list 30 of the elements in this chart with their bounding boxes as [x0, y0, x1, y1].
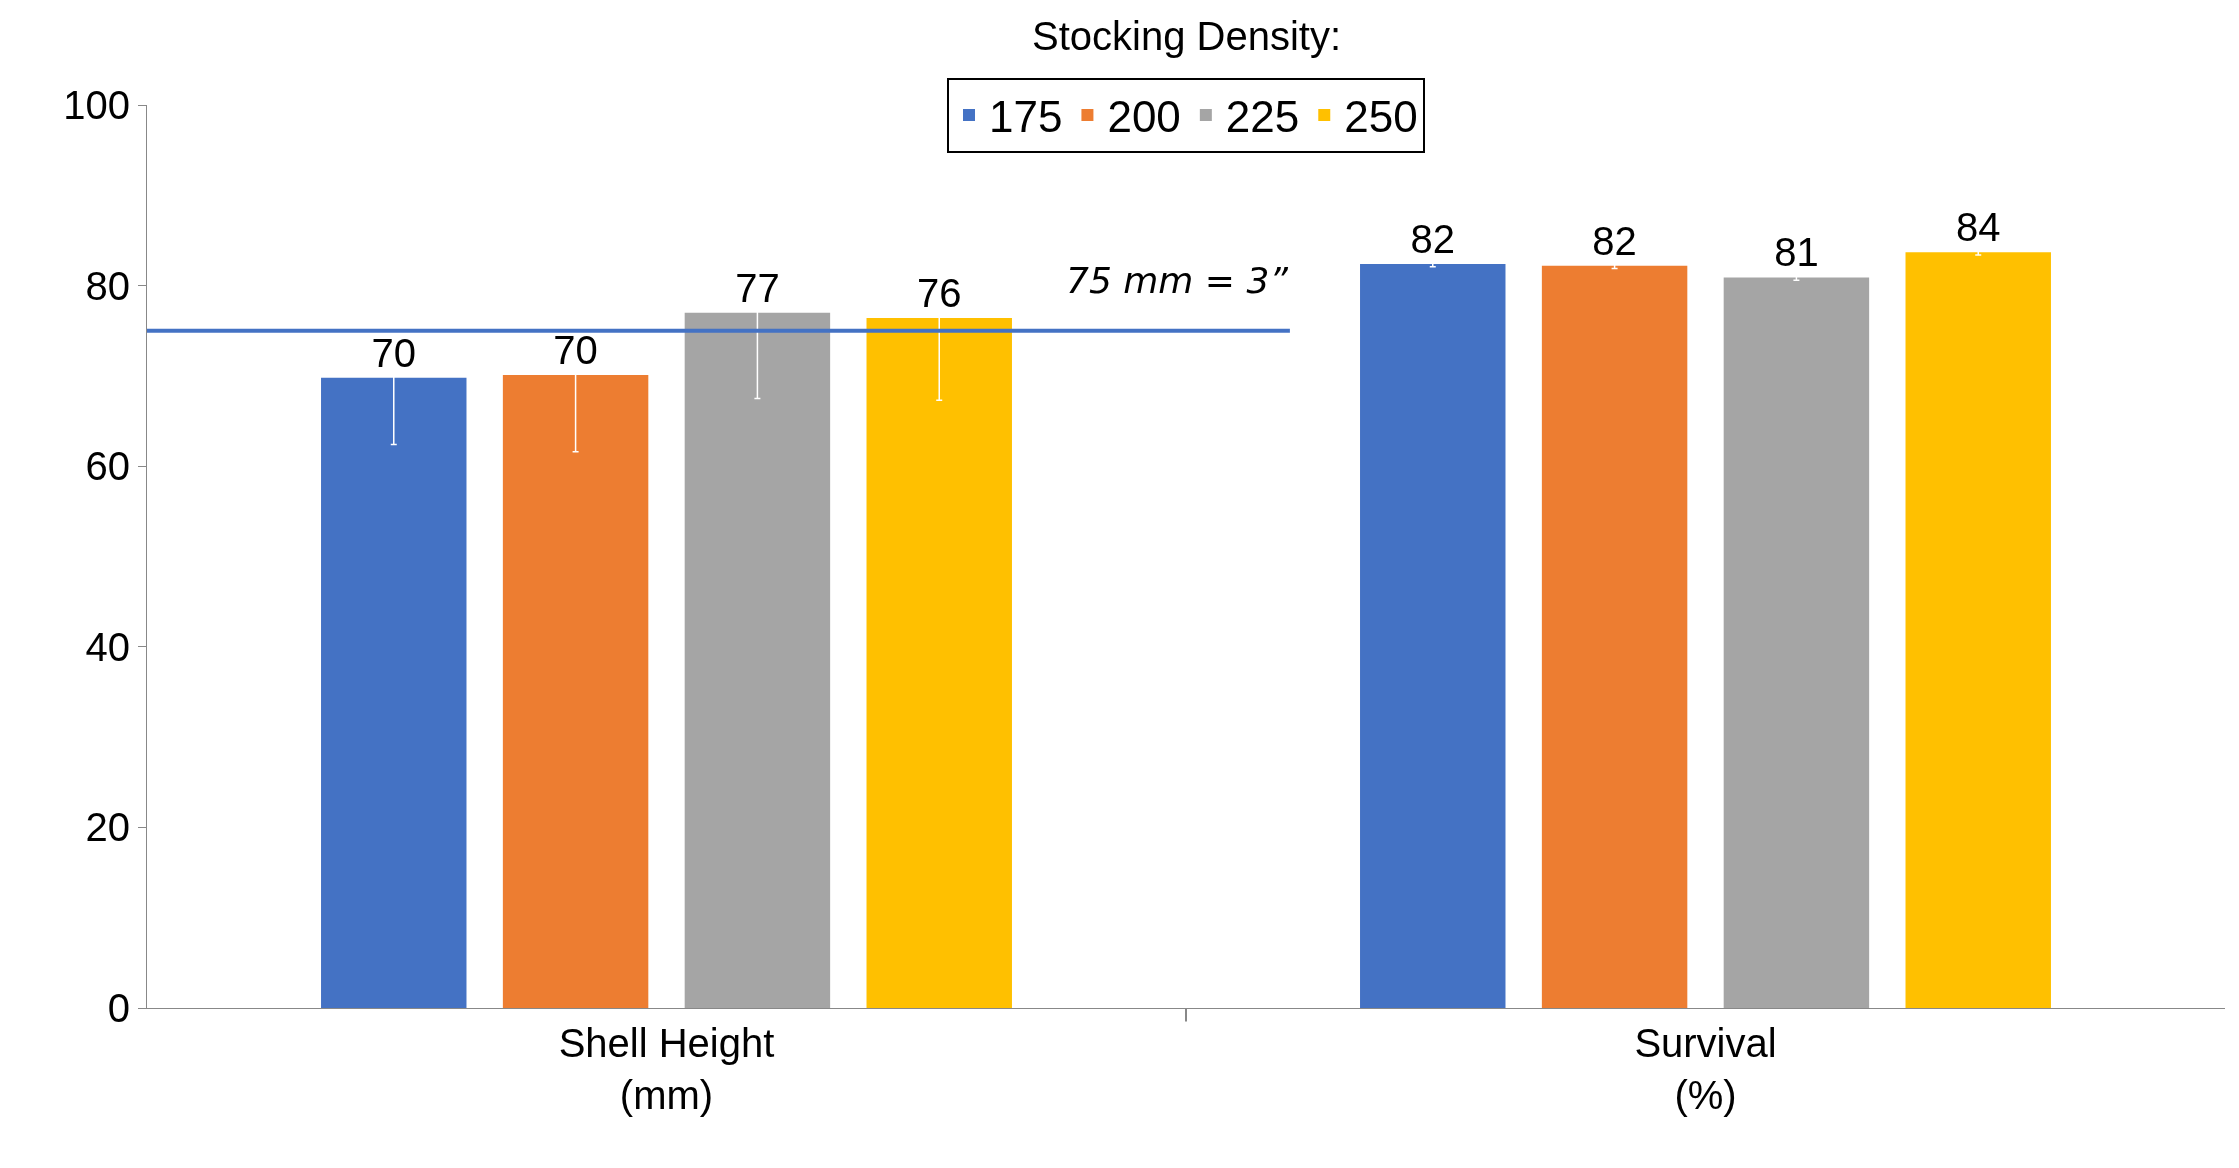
legend-label: 175: [989, 92, 1063, 142]
y-tick-label: 0: [107, 986, 130, 1030]
legend-label: 250: [1344, 92, 1418, 142]
data-label: 82: [1410, 216, 1456, 261]
y-tick-label: 80: [85, 263, 130, 308]
y-tick-label: 60: [85, 444, 130, 489]
y-tick-label: 20: [85, 805, 130, 850]
bar: [1360, 263, 1506, 1008]
legend-label: 200: [1107, 92, 1181, 142]
data-label: 76: [916, 271, 962, 316]
x-tick-label: Shell Height (mm): [558, 1021, 775, 1117]
bar: [1723, 277, 1870, 1008]
legend-title: Stocking Density:: [1032, 14, 1342, 58]
bar: [1905, 252, 2051, 1008]
bar: [1541, 265, 1688, 1008]
data-label: 81: [1774, 230, 1819, 275]
y-tick-label: 100: [63, 83, 130, 127]
legend-label: 225: [1225, 92, 1300, 142]
data-label: 70: [371, 330, 417, 375]
bar: [321, 377, 467, 1008]
data-label: 82: [1592, 218, 1637, 263]
data-label: 70: [553, 328, 598, 372]
x-tick-label: Survival (%): [1634, 1021, 1777, 1117]
y-tick-label: 40: [85, 624, 130, 669]
ref-line-label: 75 mm = 3”: [1066, 260, 1289, 301]
data-label: 77: [735, 265, 780, 310]
bar: [866, 318, 1012, 1008]
bar: [684, 312, 831, 1008]
bar: [502, 375, 649, 1008]
data-label: 84: [1955, 205, 2001, 250]
